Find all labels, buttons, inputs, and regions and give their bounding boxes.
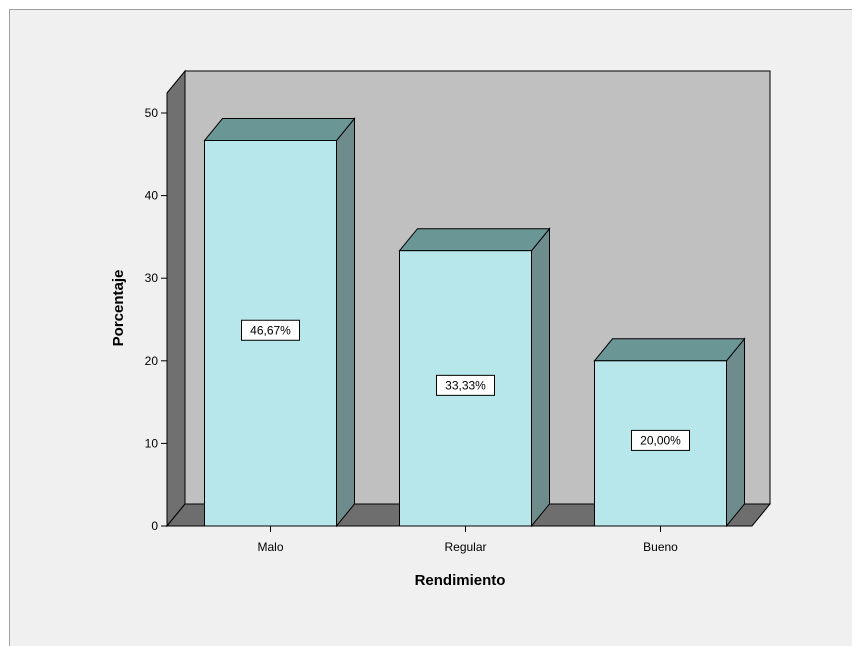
x-tick-label: Bueno [643,540,678,554]
data-label: 33,33% [445,378,486,392]
x-tick-label: Regular [444,540,486,554]
bar-top [400,229,550,251]
y-tick-label: 20 [145,354,159,368]
y-tick-label: 50 [145,106,159,120]
bar-top [595,339,745,361]
bar-side [532,229,550,526]
bar: 46,67% [205,119,355,526]
y-axis-title: Porcentaje [110,270,127,347]
y-tick-label: 10 [145,436,159,450]
bar-side [727,339,745,526]
left-wall [167,71,185,526]
y-tick-label: 30 [145,271,159,285]
data-label: 46,67% [250,323,291,337]
y-tick-label: 40 [145,189,159,203]
x-axis-title: Rendimiento [415,572,506,589]
x-tick-label: Malo [257,540,283,554]
bar-top [205,119,355,141]
y-tick-label: 0 [151,519,158,533]
data-label: 20,00% [640,433,681,447]
bar-side [337,119,355,526]
bar: 33,33% [400,229,550,526]
x-axis: Malo Regular Bueno [257,526,678,554]
y-axis: 0 10 20 30 40 50 [145,93,167,533]
bar: 20,00% [595,339,745,526]
